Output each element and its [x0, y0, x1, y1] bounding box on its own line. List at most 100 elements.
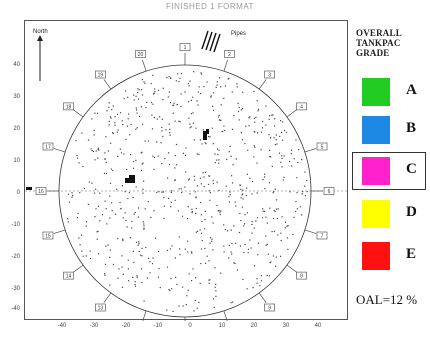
scatter-point [214, 267, 216, 269]
sensor-box [42, 142, 54, 151]
scatter-point [170, 278, 172, 280]
scatter-point [214, 162, 216, 164]
scatter-point [262, 210, 264, 212]
scatter-point [95, 150, 97, 152]
scatter-point [96, 231, 98, 233]
scatter-point [189, 127, 191, 129]
scatter-point [236, 269, 238, 271]
legend-item-e[interactable]: E [358, 242, 428, 278]
scatter-point [277, 234, 279, 236]
scatter-point [141, 163, 143, 165]
scatter-point [169, 134, 171, 136]
selected-grade-highlight [352, 152, 426, 190]
scatter-point [105, 136, 107, 138]
scatter-point [189, 123, 191, 125]
scatter-point [273, 230, 275, 232]
scatter-point [240, 132, 242, 134]
scatter-point [187, 251, 189, 253]
scatter-point [134, 281, 136, 283]
scatter-point [79, 244, 81, 246]
scatter-point [282, 121, 284, 123]
scatter-point [232, 182, 234, 184]
scatter-point [167, 177, 169, 179]
sensor-label: 7 [321, 234, 324, 240]
scatter-point [78, 237, 80, 239]
legend-item-d[interactable]: D [358, 200, 428, 236]
scatter-point [190, 99, 192, 101]
grade-d-label: D [406, 204, 417, 220]
scatter-point [220, 104, 222, 106]
scatter-point [152, 103, 154, 105]
scatter-point [242, 278, 244, 280]
scatter-point [228, 77, 230, 79]
scatter-point [109, 182, 112, 184]
scatter-point [298, 149, 300, 151]
scatter-point [232, 164, 234, 166]
sensor-box [35, 187, 47, 195]
scatter-point [227, 230, 229, 232]
scatter-point [209, 199, 211, 201]
scatter-point [141, 94, 144, 96]
scatter-point [142, 162, 144, 164]
scatter-point [153, 156, 155, 158]
scatter-point [197, 91, 199, 93]
scatter-point [98, 149, 100, 151]
scatter-point [232, 301, 234, 303]
scatter-point [134, 283, 136, 286]
scatter-point [71, 196, 73, 198]
legend-item-c[interactable]: C [358, 157, 428, 193]
scatter-point [195, 212, 197, 214]
sensor-box [224, 50, 235, 58]
scatter-point [281, 139, 284, 141]
scatter-point [182, 152, 184, 154]
scatter-point [137, 216, 139, 218]
scatter-point [212, 222, 214, 224]
scatter-point [140, 152, 142, 154]
scatter-point [223, 125, 225, 127]
sensor-label: 18 [66, 104, 72, 110]
scatter-point [126, 226, 128, 228]
scatter-point [224, 129, 226, 132]
scatter-point [180, 93, 182, 95]
scatter-point [271, 231, 273, 233]
x-tick-label: 0 [188, 323, 192, 329]
chart-caption: FINISHED 1 FORMAT [166, 2, 254, 11]
grade-e-swatch [362, 242, 390, 270]
sensor-label: 16 [38, 189, 44, 195]
scatter-point [97, 147, 100, 149]
scatter-point [170, 206, 172, 208]
sensor-label: 14 [66, 274, 72, 280]
legend-item-a[interactable]: A [358, 78, 428, 114]
scatter-point [186, 295, 188, 297]
scatter-point [138, 250, 140, 253]
scatter-point [182, 305, 184, 307]
scatter-point [242, 189, 244, 191]
scatter-point [213, 298, 215, 300]
scatter-point [78, 162, 80, 164]
scatter-point [264, 176, 266, 178]
scatter-point [76, 155, 78, 157]
scatter-point [177, 73, 179, 75]
scatter-point [159, 287, 161, 289]
scatter-point [95, 208, 97, 210]
scatter-point [199, 229, 201, 231]
scatter-point [236, 83, 238, 85]
scatter-point [144, 208, 146, 210]
scatter-point [211, 240, 213, 242]
scatter-point [156, 191, 158, 193]
scatter-point [99, 192, 101, 194]
legend-item-b[interactable]: B [358, 116, 428, 152]
scatter-point [187, 218, 189, 220]
scatter-point [261, 127, 264, 129]
scatter-point [189, 80, 191, 82]
scatter-point [271, 165, 273, 167]
scatter-point [280, 255, 282, 257]
scatter-point [260, 131, 262, 133]
sensor-box [316, 142, 328, 151]
scatter-point [129, 237, 131, 239]
scatter-point [151, 128, 154, 130]
scatter-point [209, 237, 212, 239]
scatter-point [276, 208, 278, 210]
scatter-point [262, 179, 264, 181]
scatter-point [115, 213, 117, 215]
